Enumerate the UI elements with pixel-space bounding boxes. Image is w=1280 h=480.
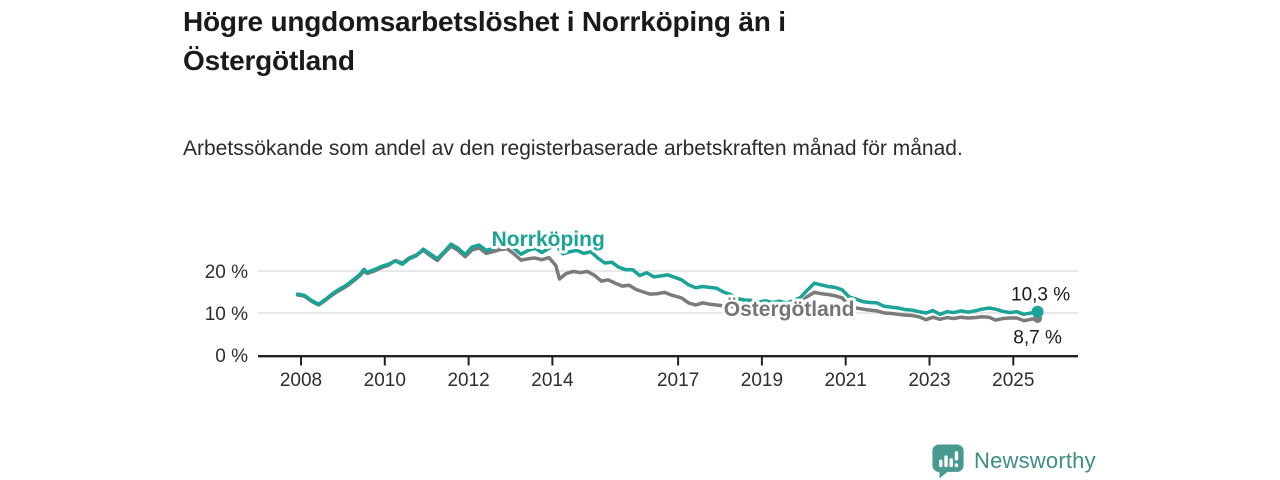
chart-subtitle: Arbetssökande som andel av den registerb…: [183, 137, 963, 160]
x-tick-label: 2014: [531, 370, 574, 391]
x-tick-label: 2025: [992, 370, 1034, 391]
y-tick-label: 20 %: [205, 262, 248, 283]
series-end-value-norrkoping: 10,3 %: [1011, 285, 1070, 306]
x-tick-label: 2012: [447, 370, 489, 391]
x-tick-label: 2023: [908, 370, 950, 391]
x-tick-label: 2019: [741, 370, 783, 391]
series-line-norrkoping: [295, 241, 1040, 317]
newsworthy-logo: Newsworthy: [931, 443, 1096, 479]
y-tick-label: 0 %: [215, 346, 248, 367]
x-tick-label: 2008: [280, 370, 322, 391]
series-label-ostergotland: Östergötland: [724, 298, 855, 321]
newsworthy-bar-chart-logo-icon: [932, 444, 964, 478]
chart-title: Högre ungdomsarbetslöshet i Norrköping ä…: [183, 6, 786, 76]
x-tick-label: 2021: [825, 370, 867, 391]
series-end-value-ostergotland: 8,7 %: [1013, 327, 1062, 348]
series-label-norrkoping: Norrköping: [492, 228, 605, 251]
newsworthy-logo-text: Newsworthy: [974, 448, 1096, 473]
y-tick-label: 10 %: [205, 304, 248, 325]
x-tick-label: 2017: [657, 370, 699, 391]
series-end-dot-norrkoping: [1031, 305, 1044, 318]
x-tick-label: 2010: [364, 370, 406, 391]
